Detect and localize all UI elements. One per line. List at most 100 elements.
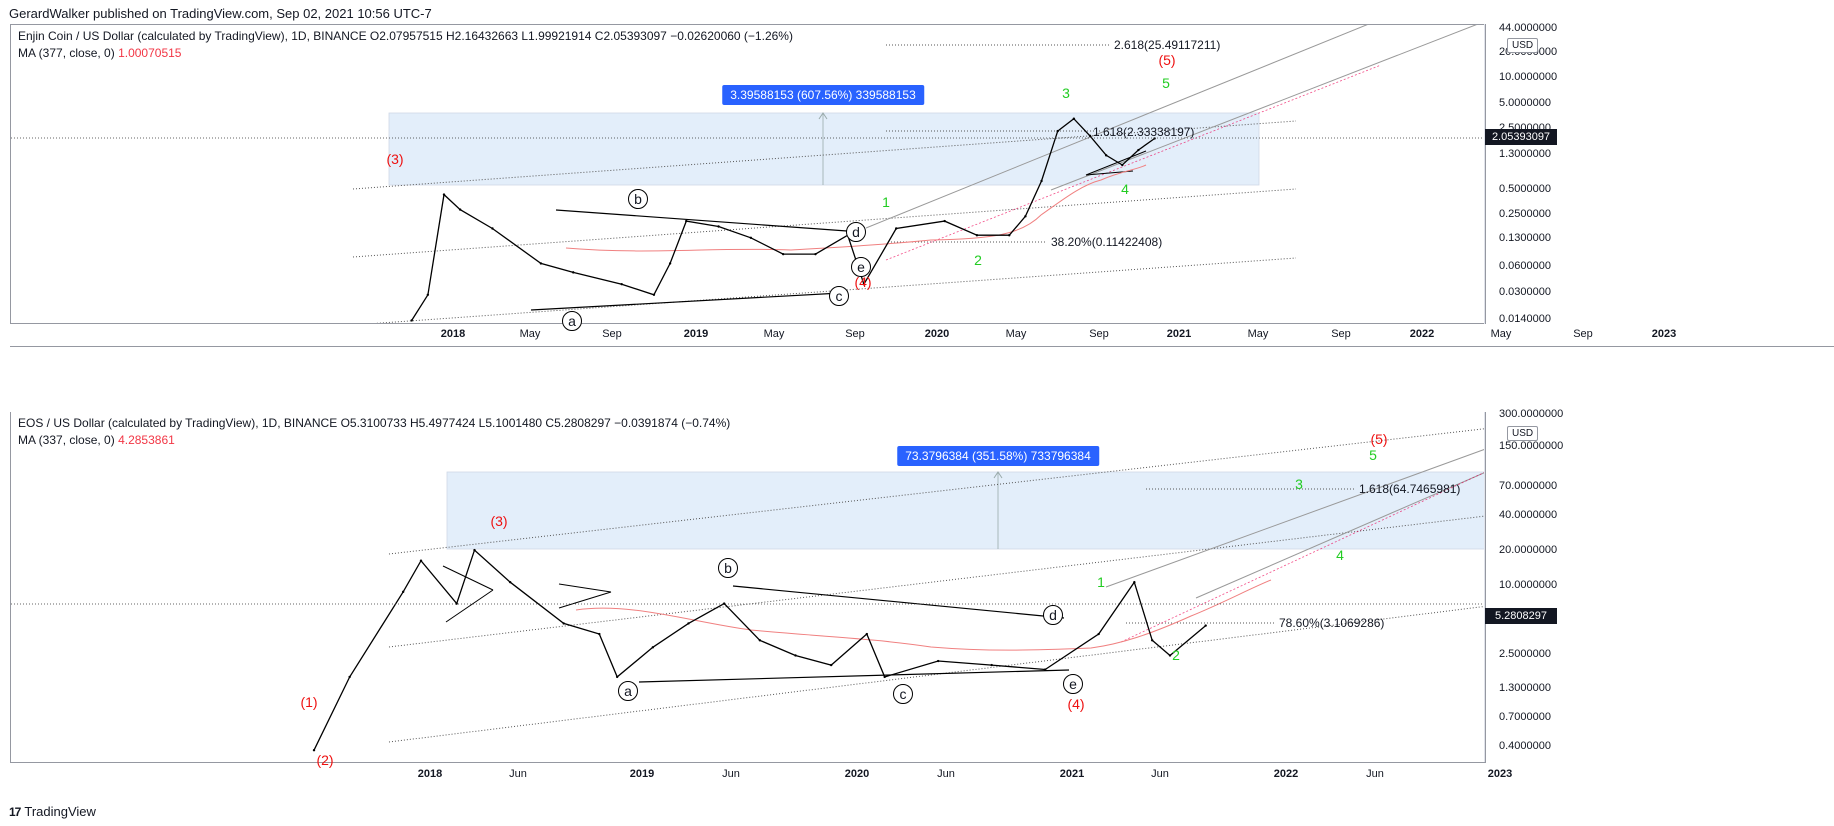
wave-label: (3) — [386, 151, 404, 167]
price-point — [1204, 624, 1207, 627]
price-point — [598, 632, 601, 636]
x-tick: 2022 — [1409, 328, 1435, 340]
x-tick: 2021 — [1059, 768, 1085, 780]
currency-label[interactable]: USD — [1507, 426, 1539, 441]
wave-label: (1) — [300, 694, 318, 710]
legend-enj: Enjin Coin / US Dollar (calculated by Tr… — [18, 28, 793, 62]
price-point — [458, 208, 462, 211]
tradingview-brand[interactable]: 17 TradingView — [9, 804, 96, 819]
y-tick: 300.0000000 — [1499, 408, 1564, 420]
currency-label[interactable]: USD — [1507, 38, 1539, 53]
price-point — [1088, 134, 1092, 138]
price-point — [975, 234, 979, 237]
price-point — [1133, 580, 1136, 584]
x-tick: 2021 — [1166, 328, 1192, 340]
wave-label: (3) — [490, 513, 508, 529]
y-tick: 40.0000000 — [1499, 509, 1558, 521]
time-axis-enj[interactable]: 2018 May Sep 2019 May Sep 2020 May Sep 2… — [10, 328, 1676, 344]
price-point — [1168, 654, 1172, 657]
chart-canvas-enj[interactable] — [11, 25, 1485, 323]
y-tick: 0.7000000 — [1499, 711, 1551, 723]
x-tick: Sep — [1573, 328, 1593, 340]
price-point — [943, 219, 946, 223]
pane-separator[interactable] — [10, 346, 1834, 347]
wave-label: (4) — [1067, 696, 1085, 712]
price-point — [1043, 668, 1047, 671]
price-point — [1008, 234, 1011, 237]
x-tick: 2020 — [924, 328, 950, 340]
wave-label: (2) — [316, 752, 334, 768]
x-tick: Sep — [602, 328, 622, 340]
price-point — [794, 654, 797, 657]
measure-label: 73.3796384 (351.58%) 733796384 — [897, 446, 1099, 466]
ma-value: 4.2853861 — [118, 433, 175, 447]
time-axis-eos[interactable]: 2018 Jun 2019 Jun 2020 Jun 2021 Jun 2022… — [10, 768, 1512, 784]
y-tick: 0.0140000 — [1499, 313, 1551, 325]
price-point — [895, 227, 898, 230]
price-point — [781, 252, 785, 256]
last-price-badge: 5.2808297 — [1485, 608, 1557, 624]
price-point — [1056, 129, 1059, 133]
y-tick: 10.0000000 — [1499, 579, 1558, 591]
price-point — [936, 659, 940, 663]
price-point — [508, 580, 512, 584]
y-tick: 44.0000000 — [1499, 22, 1558, 34]
wave-label: (5) — [1370, 431, 1388, 447]
price-point — [410, 319, 413, 322]
circle-label-a: a — [562, 311, 582, 331]
x-tick: May — [1247, 328, 1269, 340]
price-point — [401, 590, 405, 594]
wave-label: 1 — [1097, 574, 1105, 590]
y-tick: 0.5000000 — [1499, 183, 1551, 195]
x-tick: Jun — [937, 768, 955, 780]
x-tick: Jun — [722, 768, 740, 780]
price-point — [758, 639, 762, 642]
circle-label-b: b — [718, 558, 738, 578]
x-tick: 2019 — [629, 768, 655, 780]
y-tick: 2.5000000 — [1499, 648, 1551, 660]
price-point — [814, 252, 817, 256]
last-price-badge: 2.05393097 — [1485, 129, 1557, 145]
y-tick: 70.0000000 — [1499, 480, 1558, 492]
price-series-line — [411, 117, 1155, 321]
price-point — [749, 236, 753, 239]
price-point — [1072, 117, 1076, 120]
chart-pane-eos[interactable]: EOS / US Dollar (calculated by TradingVi… — [10, 412, 1486, 768]
chart-pane-enj[interactable]: Enjin Coin / US Dollar (calculated by Tr… — [10, 24, 1486, 331]
price-point — [687, 622, 690, 625]
wave-label: 4 — [1121, 181, 1129, 197]
price-axis-enj[interactable]: 44.0000000 20.0000000 10.0000000 5.00000… — [1484, 22, 1834, 325]
circle-label-c: c — [829, 286, 849, 306]
x-tick: 2022 — [1273, 768, 1299, 780]
price-point — [426, 293, 430, 296]
price-point — [1040, 179, 1043, 183]
x-tick: Sep — [1331, 328, 1351, 340]
price-point — [1150, 639, 1154, 642]
price-point — [1137, 148, 1140, 152]
wave-label: 5 — [1369, 447, 1377, 463]
fib-label: 2.618(25.49117211) — [1114, 38, 1221, 52]
price-point — [1104, 154, 1108, 157]
y-tick: 10.0000000 — [1499, 71, 1558, 83]
price-point — [419, 559, 423, 562]
price-point — [685, 219, 688, 223]
price-axis-eos[interactable]: 300.0000000 150.0000000 70.0000000 40.00… — [1484, 408, 1834, 762]
x-tick: 2023 — [1651, 328, 1677, 340]
x-tick: Jun — [1151, 768, 1169, 780]
circle-label-c: c — [893, 684, 913, 704]
price-point — [722, 602, 726, 605]
x-tick: 2019 — [683, 328, 709, 340]
x-tick: Jun — [1366, 768, 1384, 780]
ma-label: MA (377, close, 0) — [18, 46, 115, 60]
circle-label-e: e — [1063, 674, 1083, 694]
chart-canvas-eos[interactable] — [11, 412, 1485, 762]
price-point — [883, 675, 886, 679]
ma-value: 1.00070515 — [118, 46, 182, 60]
measure-label: 3.39588153 (607.56%) 339588153 — [722, 85, 924, 105]
y-tick: 20.0000000 — [1499, 544, 1558, 556]
y-tick: 0.0300000 — [1499, 286, 1551, 298]
price-point — [572, 271, 575, 274]
price-point — [312, 749, 316, 752]
y-tick: 0.4000000 — [1499, 740, 1551, 752]
wave-label: 4 — [1336, 547, 1344, 563]
